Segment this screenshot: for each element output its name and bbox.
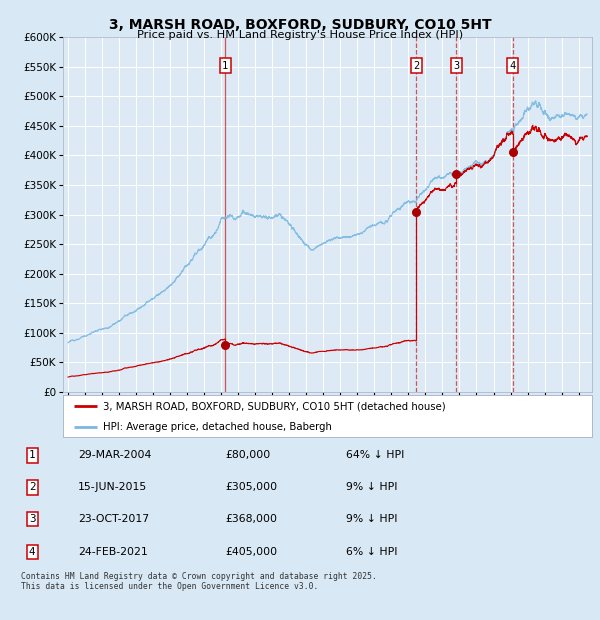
Text: 6% ↓ HPI: 6% ↓ HPI xyxy=(346,547,398,557)
Text: 3: 3 xyxy=(29,514,35,524)
Text: 4: 4 xyxy=(509,61,516,71)
Text: 9% ↓ HPI: 9% ↓ HPI xyxy=(346,482,398,492)
Text: £405,000: £405,000 xyxy=(225,547,277,557)
Text: £80,000: £80,000 xyxy=(225,451,271,461)
Text: 3: 3 xyxy=(453,61,460,71)
Text: 1: 1 xyxy=(29,451,35,461)
Text: 2: 2 xyxy=(29,482,35,492)
Text: 3, MARSH ROAD, BOXFORD, SUDBURY, CO10 5HT: 3, MARSH ROAD, BOXFORD, SUDBURY, CO10 5H… xyxy=(109,18,491,32)
Text: 3, MARSH ROAD, BOXFORD, SUDBURY, CO10 5HT (detached house): 3, MARSH ROAD, BOXFORD, SUDBURY, CO10 5H… xyxy=(103,401,445,411)
Text: 29-MAR-2004: 29-MAR-2004 xyxy=(78,451,152,461)
Text: 1: 1 xyxy=(222,61,228,71)
Text: 9% ↓ HPI: 9% ↓ HPI xyxy=(346,514,398,524)
Text: 15-JUN-2015: 15-JUN-2015 xyxy=(78,482,148,492)
Text: £305,000: £305,000 xyxy=(225,482,277,492)
Text: HPI: Average price, detached house, Babergh: HPI: Average price, detached house, Babe… xyxy=(103,422,332,432)
Text: Price paid vs. HM Land Registry's House Price Index (HPI): Price paid vs. HM Land Registry's House … xyxy=(137,30,463,40)
Text: 64% ↓ HPI: 64% ↓ HPI xyxy=(346,451,404,461)
Text: 23-OCT-2017: 23-OCT-2017 xyxy=(78,514,149,524)
Text: 24-FEB-2021: 24-FEB-2021 xyxy=(78,547,148,557)
Text: 2: 2 xyxy=(413,61,419,71)
Text: 4: 4 xyxy=(29,547,35,557)
Text: £368,000: £368,000 xyxy=(225,514,277,524)
Text: Contains HM Land Registry data © Crown copyright and database right 2025.
This d: Contains HM Land Registry data © Crown c… xyxy=(21,572,377,591)
